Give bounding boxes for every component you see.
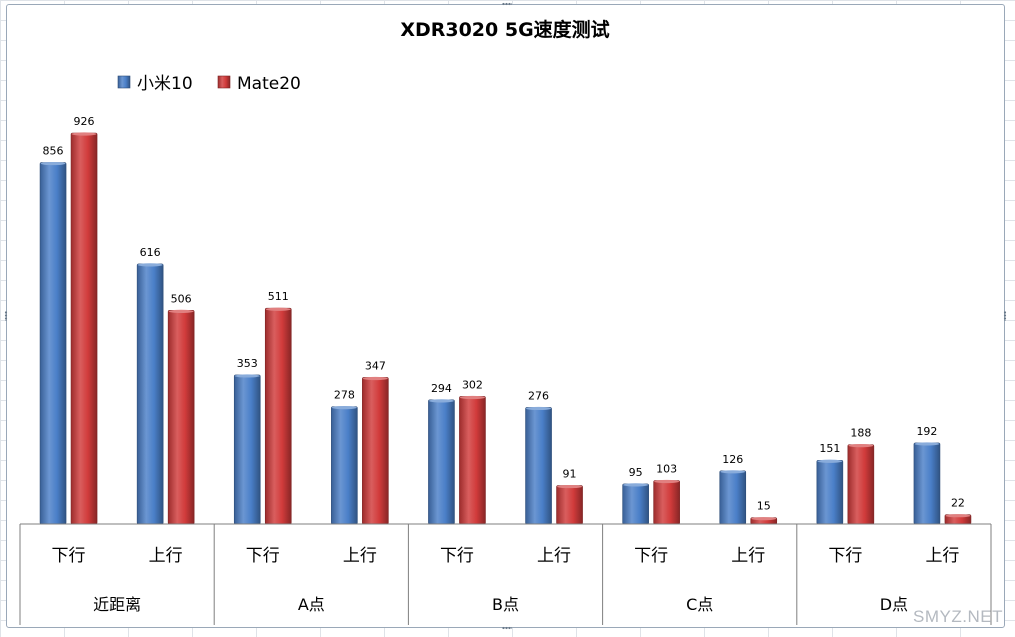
bar-cap-xiaomi10-9 [914, 442, 940, 446]
x-group-label-3: C点 [686, 595, 713, 614]
legend-label-mate20: Mate20 [237, 74, 301, 94]
x-tick-label-2: 下行 [246, 546, 280, 566]
x-group-label-1: A点 [298, 595, 325, 614]
resize-handle-top[interactable] [502, 2, 512, 6]
resize-handle-left[interactable] [4, 311, 8, 321]
data-label-mate20-2: 511 [268, 290, 289, 303]
x-tick-label-5: 上行 [537, 546, 571, 566]
bar-xiaomi10-0 [39, 162, 67, 525]
data-label-xiaomi10-3: 278 [334, 389, 355, 402]
data-label-mate20-3: 347 [365, 359, 386, 372]
bar-cap-xiaomi10-6 [623, 483, 649, 487]
bar-cap-xiaomi10-5 [526, 406, 552, 411]
bar-cap-xiaomi10-7 [720, 470, 746, 474]
data-label-mate20-1: 506 [171, 292, 192, 305]
bar-mate20-8 [847, 444, 875, 525]
bar-cap-mate20-0 [71, 132, 97, 136]
x-group-label-2: B点 [492, 595, 519, 614]
bar-cap-xiaomi10-3 [331, 406, 357, 410]
bar-xiaomi10-3 [331, 406, 358, 525]
bar-xiaomi10-6 [622, 483, 649, 525]
data-label-xiaomi10-2: 353 [237, 357, 258, 370]
bar-xiaomi10-1 [136, 263, 164, 525]
bar-mate20-0 [70, 132, 98, 525]
data-label-mate20-4: 302 [462, 378, 483, 391]
data-label-mate20-5: 91 [563, 468, 577, 481]
x-tick-label-4: 下行 [440, 546, 474, 566]
data-label-mate20-6: 103 [656, 463, 677, 476]
resize-handle-bottom[interactable] [502, 626, 512, 630]
x-tick-label-6: 下行 [634, 546, 668, 566]
bar-cap-mate20-6 [654, 479, 680, 484]
x-tick-label-0: 下行 [52, 546, 86, 566]
bar-cap-mate20-2 [265, 307, 291, 311]
bars: 856 926 616 506 353 511 278 347 294 302 276 91 95 103… [39, 115, 972, 525]
bar-xiaomi10-4 [428, 399, 455, 525]
x-tick-label-3: 上行 [343, 546, 377, 566]
bar-cap-mate20-9 [945, 514, 971, 518]
legend-swatch-xiaomi10 [117, 75, 131, 89]
data-label-xiaomi10-8: 151 [819, 442, 840, 455]
bar-cap-xiaomi10-8 [817, 459, 843, 463]
data-label-xiaomi10-6: 95 [629, 466, 643, 479]
bar-mate20-2 [264, 307, 292, 525]
x-tick-label-9: 上行 [925, 546, 959, 566]
data-label-xiaomi10-1: 616 [140, 246, 161, 259]
bar-mate20-5 [556, 485, 583, 525]
bar-mate20-4 [459, 396, 486, 525]
bar-cap-mate20-8 [848, 444, 874, 448]
bar-mate20-1 [167, 310, 195, 525]
data-label-xiaomi10-5: 276 [528, 389, 549, 402]
bar-mate20-3 [362, 377, 389, 525]
chart-title: XDR3020 5G速度测试 [400, 18, 609, 41]
data-label-mate20-0: 926 [74, 115, 95, 128]
x-tick-label-1: 上行 [149, 546, 183, 566]
legend-swatch-mate20 [217, 75, 231, 89]
legend: 小米10 Mate20 [117, 74, 301, 94]
bar-cap-mate20-5 [557, 484, 583, 489]
watermark: SMYZ.NET [913, 607, 1003, 626]
data-label-xiaomi10-9: 192 [916, 425, 937, 438]
bar-cap-xiaomi10-2 [234, 374, 260, 378]
data-label-mate20-9: 22 [951, 497, 965, 510]
bar-cap-mate20-1 [168, 309, 194, 313]
bar-mate20-6 [653, 480, 680, 525]
resize-handle-right[interactable] [1003, 311, 1007, 321]
bar-cap-mate20-4 [459, 395, 485, 400]
x-tick-label-8: 下行 [828, 546, 862, 566]
bar-xiaomi10-7 [719, 470, 747, 525]
data-label-xiaomi10-7: 126 [722, 453, 743, 466]
legend-label-xiaomi10: 小米10 [137, 74, 193, 94]
bar-cap-mate20-3 [362, 376, 388, 381]
bar-cap-mate20-7 [751, 517, 777, 521]
x-group-label-0: 近距离 [93, 595, 141, 614]
data-label-mate20-7: 15 [757, 500, 771, 513]
bar-cap-xiaomi10-0 [40, 161, 66, 166]
bar-xiaomi10-2 [233, 374, 261, 525]
bar-cap-xiaomi10-1 [137, 263, 163, 267]
data-label-xiaomi10-4: 294 [431, 382, 452, 395]
x-group-label-4: D点 [880, 595, 908, 614]
bar-xiaomi10-5 [525, 407, 552, 525]
bar-xiaomi10-9 [913, 442, 941, 525]
data-label-mate20-8: 188 [850, 427, 871, 440]
bar-xiaomi10-8 [816, 459, 844, 525]
x-tick-label-7: 上行 [731, 546, 765, 566]
data-label-xiaomi10-0: 856 [43, 145, 64, 158]
bar-cap-xiaomi10-4 [428, 399, 454, 403]
